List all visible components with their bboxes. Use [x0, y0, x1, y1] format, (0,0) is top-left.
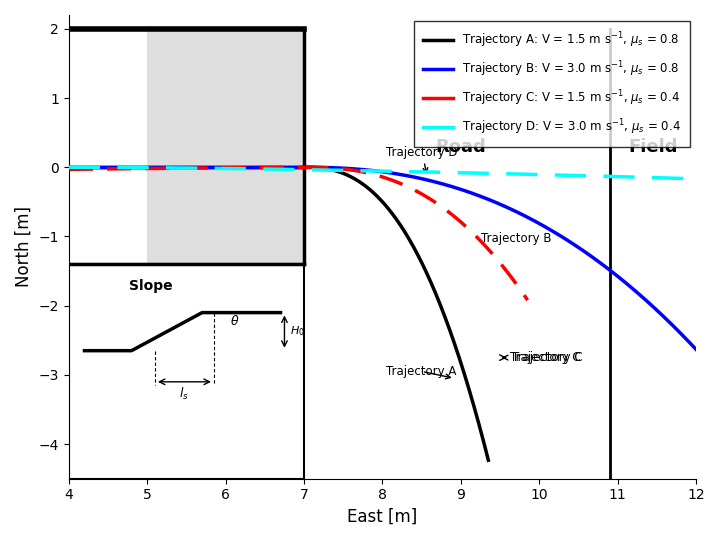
X-axis label: East [m]: East [m] — [347, 508, 418, 526]
Text: Trajectory D: Trajectory D — [387, 146, 458, 173]
Text: $\theta$: $\theta$ — [230, 314, 240, 328]
Text: Trajectory C: Trajectory C — [503, 351, 580, 364]
Text: Trajectory B: Trajectory B — [480, 232, 551, 245]
Y-axis label: North [m]: North [m] — [15, 206, 33, 287]
Text: Trajectory C: Trajectory C — [512, 351, 582, 364]
Text: Field: Field — [629, 138, 678, 156]
Text: $l_s$: $l_s$ — [179, 386, 189, 401]
Text: $H_0$: $H_0$ — [290, 325, 305, 338]
Text: Slope: Slope — [130, 280, 173, 293]
Legend: Trajectory A: V = 1.5 m s$^{-1}$, $\mu_s$ = 0.8, Trajectory B: V = 3.0 m s$^{-1}: Trajectory A: V = 1.5 m s$^{-1}$, $\mu_s… — [413, 21, 690, 147]
Bar — [147, 29, 304, 264]
Text: Trajectory A: Trajectory A — [387, 365, 456, 379]
Text: Road: Road — [436, 138, 486, 156]
